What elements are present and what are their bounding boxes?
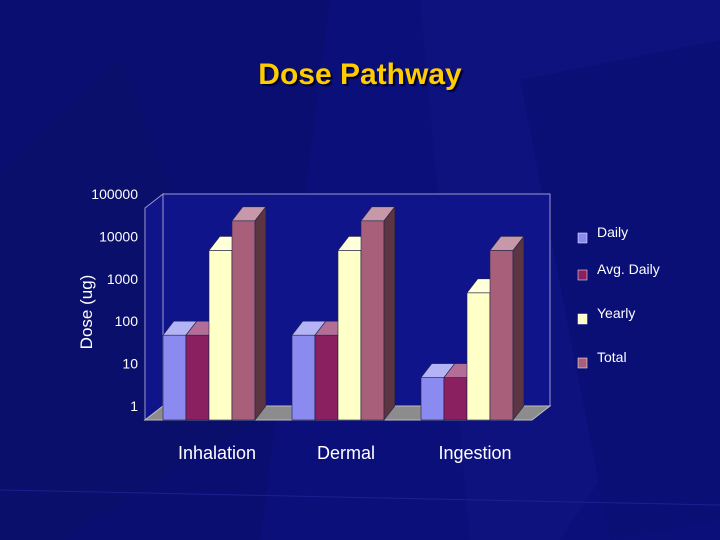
bar-side-dermal-3 <box>383 205 396 421</box>
bar-dermal-avg-daily <box>314 334 339 421</box>
legend-swatch <box>577 357 588 369</box>
bar-side-inhalation-3 <box>254 205 267 421</box>
legend-label: Yearly <box>597 305 635 321</box>
y-tick-label: 1 <box>130 398 138 414</box>
slide-title: Dose Pathway <box>258 58 462 91</box>
legend-label: Total <box>597 349 627 365</box>
y-tick-label: 100 <box>115 313 139 329</box>
bar-ingestion-yearly <box>466 292 491 421</box>
bar-inhalation-daily <box>162 334 187 421</box>
legend-swatch <box>577 313 588 325</box>
bar-ingestion-avg-daily <box>443 377 468 421</box>
y-tick-label: 10000 <box>99 228 138 244</box>
y-tick-label: 10 <box>122 356 138 372</box>
legend-swatch <box>577 232 588 244</box>
x-tick-label: Ingestion <box>438 443 511 463</box>
legend-label: Daily <box>597 224 628 240</box>
bar-dermal-daily <box>291 334 316 421</box>
bar-dermal-total <box>360 220 385 421</box>
bar-side-ingestion-3 <box>512 235 525 421</box>
x-tick-label: Inhalation <box>178 443 256 463</box>
bar-ingestion-total <box>489 250 514 421</box>
y-tick-label: 1000 <box>107 271 138 287</box>
legend-label: Avg. Daily <box>597 261 660 277</box>
bar-ingestion-daily <box>420 377 445 421</box>
x-tick-label: Dermal <box>317 443 375 463</box>
y-tick-label: 100000 <box>91 186 138 202</box>
bar-dermal-yearly <box>337 250 362 421</box>
legend-swatch <box>577 269 588 281</box>
bar-inhalation-avg-daily <box>185 334 210 421</box>
y-axis-title: Dose (ug) <box>77 275 96 350</box>
bar-inhalation-total <box>231 220 256 421</box>
side-wall <box>144 192 164 422</box>
bar-inhalation-yearly <box>208 250 233 421</box>
